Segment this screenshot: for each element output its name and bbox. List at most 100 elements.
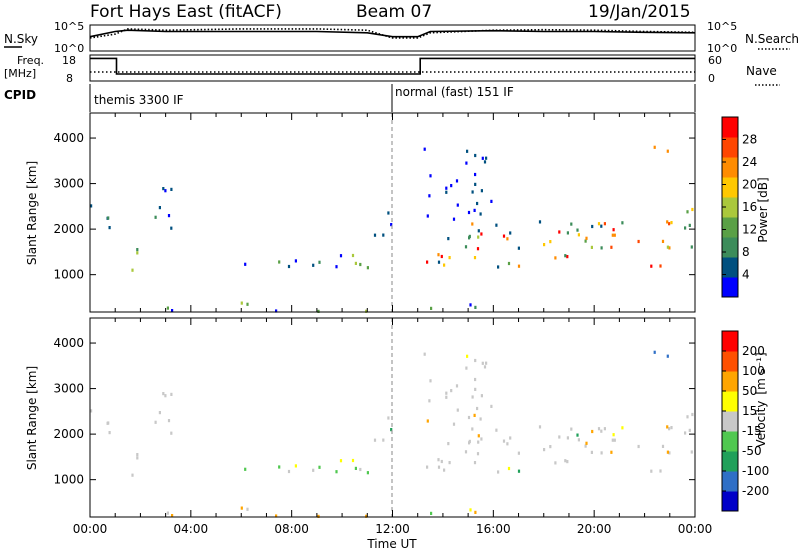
power-cell — [455, 179, 459, 183]
velocity-cell — [474, 387, 477, 391]
power-cell — [473, 256, 477, 260]
colorbar-tick-label: 16 — [742, 200, 757, 214]
power-cell — [477, 229, 480, 233]
colorbar-tick-label: 12 — [742, 223, 757, 237]
power-cell — [497, 265, 500, 269]
power-cell — [312, 263, 315, 267]
velocity-cell — [650, 469, 653, 473]
power-cell — [691, 207, 694, 212]
velocity-cell — [690, 450, 693, 454]
velocity-cell — [661, 444, 665, 448]
velocity-cell — [452, 422, 456, 426]
velocity-cell — [666, 425, 669, 429]
velocity-cell — [437, 458, 440, 462]
velocity-cell — [443, 468, 446, 472]
power-cell — [481, 156, 484, 160]
velocity-cell — [382, 438, 385, 442]
power-cell — [600, 224, 603, 228]
power-cell — [158, 206, 161, 210]
velocity-colorbar-label: Velocity[m s⁻¹] — [754, 352, 768, 447]
power-cell — [466, 149, 469, 153]
power-cell — [359, 262, 362, 267]
power-cell — [479, 212, 482, 216]
colorbar-swatch — [722, 331, 738, 352]
power-cell — [428, 194, 431, 198]
velocity-cell — [335, 470, 338, 474]
power-cell — [476, 247, 480, 251]
velocity-cell — [509, 436, 512, 440]
power-cell — [485, 156, 488, 160]
nsky-panel: N.Sky 10^5 10^0 10^5 10^0 N.Search — [4, 20, 799, 55]
power-cell — [469, 303, 472, 307]
colorbar-swatch — [722, 197, 738, 218]
power-cell — [437, 260, 441, 264]
power-cell — [467, 210, 471, 215]
power-cell — [584, 239, 587, 243]
velocity-cell — [480, 394, 483, 398]
power-cell — [543, 243, 546, 247]
power-cell — [131, 268, 134, 272]
nsky-label: N.Sky — [4, 32, 38, 46]
power-cell — [437, 253, 440, 257]
power-cell — [317, 309, 320, 313]
velocity-cell — [278, 465, 281, 469]
velocity-cell — [339, 459, 343, 463]
power-cell — [576, 228, 579, 232]
nsky-tick-top: 10^5 — [54, 20, 84, 33]
power-panel: 1000 2000 3000 4000 Slant Range [km] 4 8 12 16… — [25, 112, 770, 313]
colorbar-swatch — [722, 371, 738, 392]
velocity-cell — [471, 395, 474, 399]
power-cell — [351, 253, 355, 258]
velocity-cell — [464, 450, 468, 454]
power-cell — [170, 226, 173, 230]
velocity-cell — [318, 465, 321, 469]
power-cell — [136, 251, 139, 255]
power-cell — [668, 246, 671, 250]
velocity-cell — [517, 469, 521, 473]
velocity-cell — [621, 426, 624, 430]
freq-tick-bottom: 8 — [66, 72, 73, 85]
velocity-cell — [287, 469, 291, 474]
x-tick-label: 12:00 — [375, 522, 410, 536]
power-cell — [668, 222, 671, 226]
colorbar-tick-label: 15 — [742, 404, 757, 418]
velocity-cell — [668, 451, 671, 455]
y-tick-label: 2000 — [53, 222, 84, 236]
power-cell — [480, 189, 483, 193]
velocity-cell — [275, 514, 278, 518]
velocity-cell — [483, 365, 487, 369]
colorbar-swatch — [722, 137, 738, 158]
velocity-cell — [684, 431, 687, 435]
power-cell — [164, 189, 167, 193]
power-cell — [447, 237, 450, 241]
nave-tick-bottom: 0 — [708, 72, 715, 85]
colorbar-tick-label: 28 — [742, 133, 757, 147]
colorbar-swatch — [722, 257, 738, 278]
velocity-cell — [473, 413, 476, 417]
power-cell — [577, 233, 580, 237]
power-cell — [473, 208, 476, 212]
velocity-cell — [597, 427, 601, 431]
power-cell — [465, 161, 468, 165]
colorbar-tick-label: -50 — [742, 444, 762, 458]
colorbar-swatch — [722, 351, 738, 372]
velocity-cell — [351, 458, 355, 463]
velocity-cell — [477, 440, 480, 444]
velocity-cell — [506, 442, 509, 446]
power-cell — [373, 233, 377, 237]
velocity-cell — [426, 465, 429, 469]
colorbar-swatch — [722, 217, 738, 238]
velocity-cell — [373, 438, 377, 442]
power-cell — [474, 153, 477, 158]
velocity-colorbar: 200 100 50 15 -15 -50 -100 -200 — [721, 330, 769, 512]
power-colorbar-label: Power [dB] — [756, 177, 770, 242]
colorbar-swatch — [722, 177, 738, 198]
power-cell — [108, 226, 111, 230]
colorbar-tick-label: -200 — [742, 484, 769, 498]
velocity-cell — [365, 514, 368, 518]
velocity-cell — [668, 427, 671, 431]
power-cell — [468, 234, 471, 238]
power-cell — [509, 231, 512, 235]
velocity-cell — [90, 409, 93, 413]
colorbar-tick-label: 50 — [742, 384, 757, 398]
